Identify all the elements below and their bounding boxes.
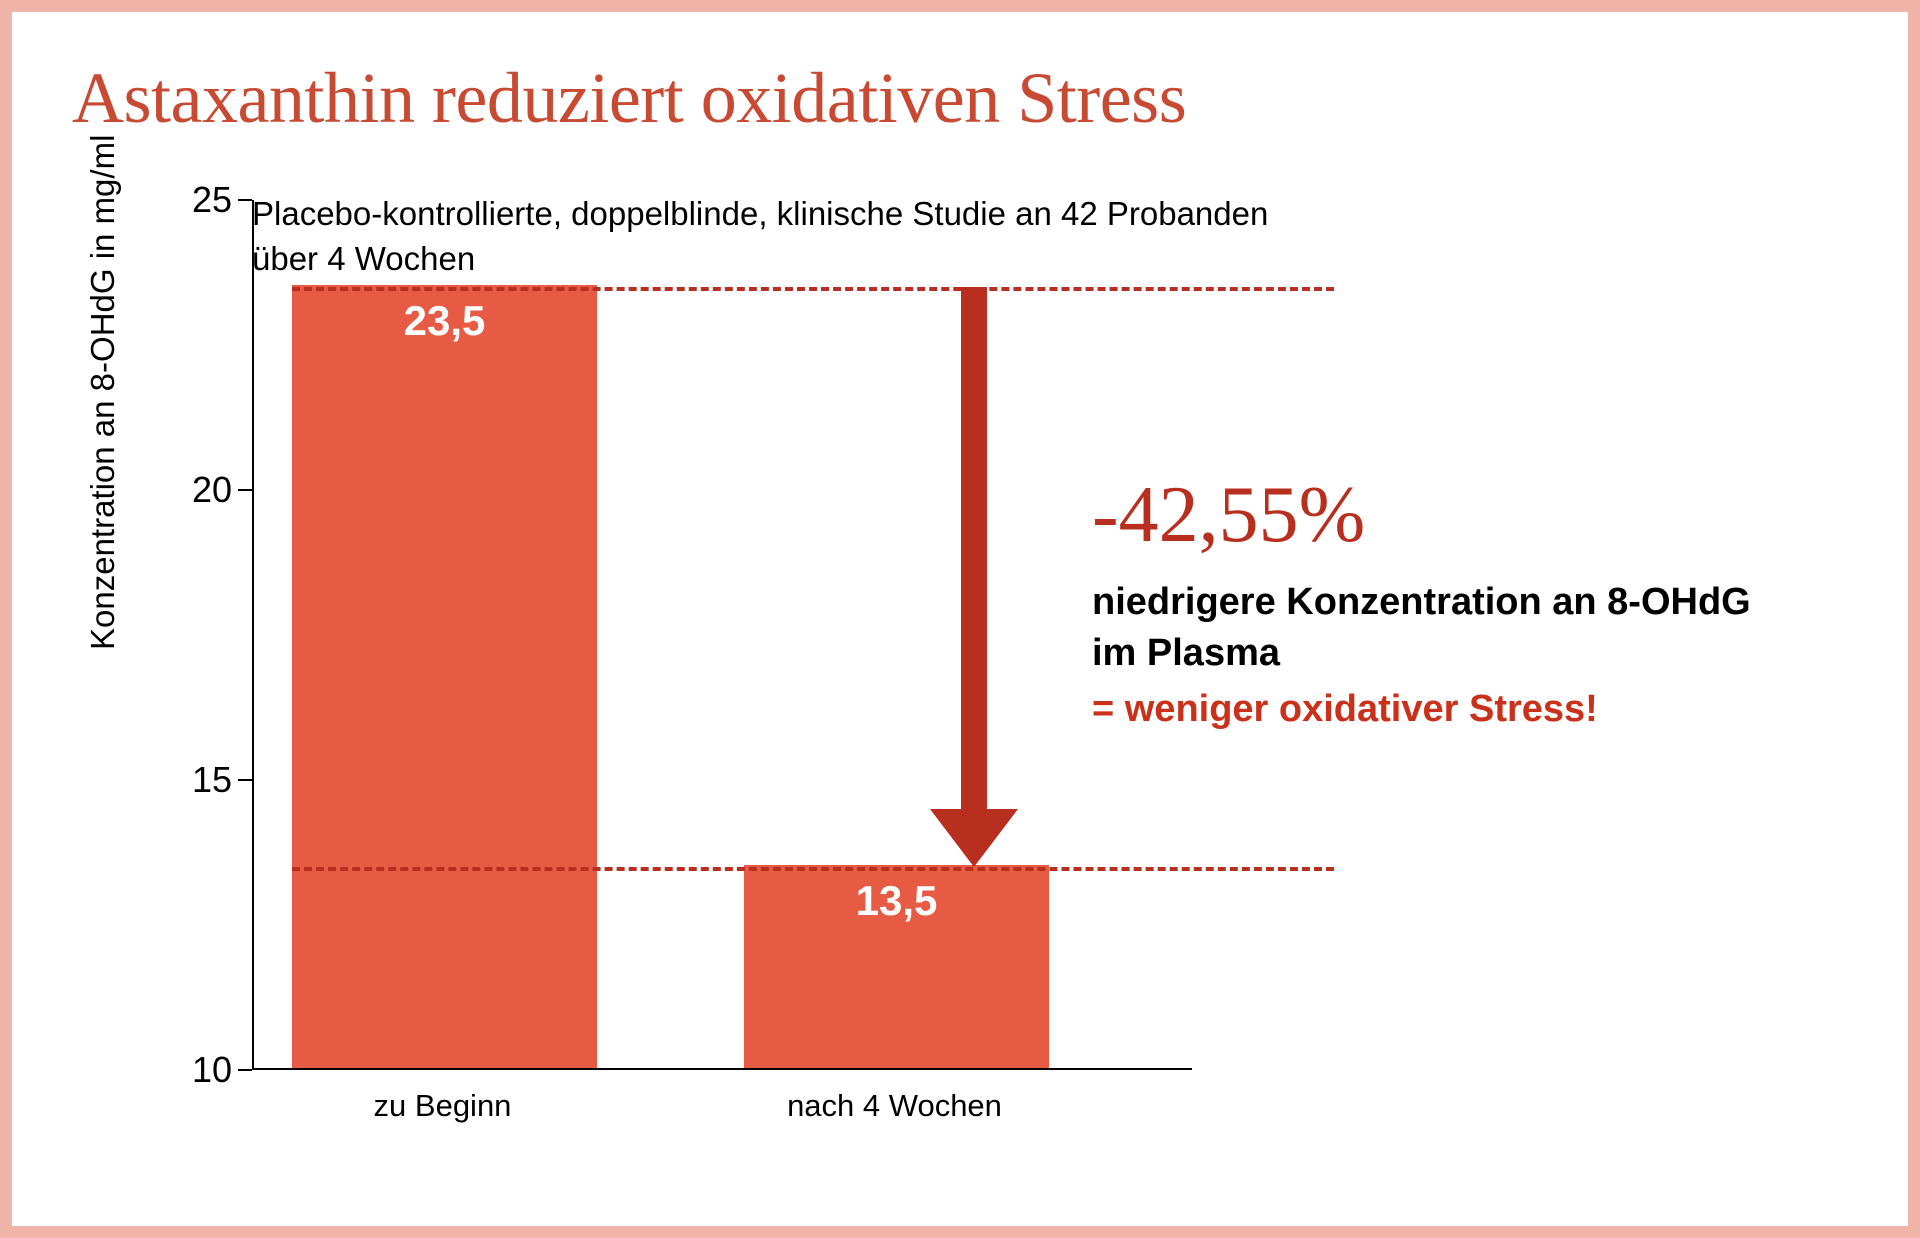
- x-tick-label: zu Beginn: [290, 1088, 595, 1124]
- y-tick-label: 10: [192, 1049, 232, 1091]
- bar: 23,5: [292, 285, 597, 1068]
- bar-value-label: 23,5: [292, 297, 597, 345]
- x-tick-label: nach 4 Wochen: [742, 1088, 1047, 1124]
- y-tick-mark: [238, 1069, 252, 1071]
- y-tick-mark: [238, 489, 252, 491]
- y-tick-label: 15: [192, 759, 232, 801]
- y-axis-label: Konzentration an 8-OHdG in mg/ml: [84, 135, 122, 650]
- y-tick-label: 20: [192, 469, 232, 511]
- callout-box: -42,55% niedrigere Konzentration an 8-OH…: [1092, 470, 1792, 735]
- bar: 13,5: [744, 865, 1049, 1068]
- reference-line: [292, 867, 1334, 871]
- reference-line: [292, 287, 1334, 291]
- chart-card: Astaxanthin reduziert oxidativen Stress …: [12, 12, 1908, 1226]
- y-tick-label: 25: [192, 179, 232, 221]
- percentage-change: -42,55%: [1092, 470, 1792, 561]
- callout-conclusion: = weniger oxidativer Stress!: [1092, 684, 1792, 735]
- y-axis: 10152025: [192, 200, 252, 1070]
- y-tick-mark: [238, 779, 252, 781]
- chart-area: Placebo-kontrollierte, doppelblinde, kli…: [112, 200, 1848, 1120]
- chart-title: Astaxanthin reduziert oxidativen Stress: [72, 57, 1848, 140]
- plot-region: 23,5 13,5: [252, 200, 1192, 1070]
- down-arrow-icon: [961, 287, 987, 815]
- bar-value-label: 13,5: [744, 877, 1049, 925]
- down-arrow-head-icon: [930, 809, 1018, 867]
- callout-description: niedrigere Konzentration an 8-OHdG im Pl…: [1092, 577, 1792, 680]
- y-tick-mark: [238, 199, 252, 201]
